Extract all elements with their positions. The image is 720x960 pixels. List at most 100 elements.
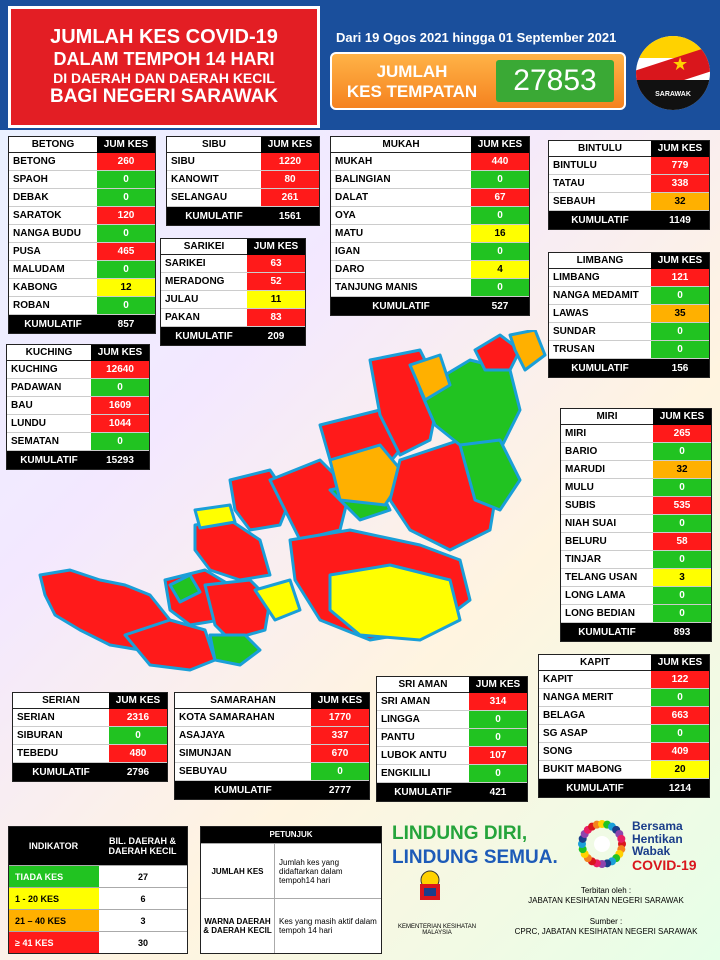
table-title: SIBU — [202, 139, 226, 150]
map-region-sriaman — [203, 578, 272, 642]
case-count: 0 — [97, 261, 155, 278]
table-row: MUKAH 440 — [331, 153, 529, 171]
kkm-label: KEMENTERIAN KESIHATAN MALAYSIA — [397, 924, 477, 936]
table-title: SAMARAHAN — [210, 695, 276, 706]
district-name: OYA — [335, 210, 356, 221]
case-count: 32 — [651, 193, 709, 210]
table-row: LUBOK ANTU 107 — [377, 747, 527, 765]
case-count: 314 — [469, 693, 527, 710]
table-title: BINTULU — [578, 143, 622, 154]
district-name: MULU — [565, 482, 594, 493]
case-count: 107 — [469, 747, 527, 764]
district-name: SPAOH — [13, 174, 48, 185]
pub-value-1: JABATAN KESIHATAN NEGERI SARAWAK — [528, 896, 684, 906]
district-name: SRI AMAN — [381, 696, 431, 707]
district-name: BALINGIAN — [335, 174, 391, 185]
case-count: 0 — [653, 587, 711, 604]
district-name: MERADONG — [165, 276, 225, 287]
district-name: MIRI — [565, 428, 587, 439]
cumulative-row: KUMULATIF 1561 — [167, 207, 319, 225]
case-count: 120 — [97, 207, 155, 224]
title-box: JUMLAH KES COVID-19 DALAM TEMPOH 14 HARI… — [8, 6, 320, 128]
case-count: 67 — [471, 189, 529, 206]
cumulative-row: KUMULATIF 1149 — [549, 211, 709, 229]
district-name: PANTU — [381, 732, 415, 743]
case-count: 0 — [471, 171, 529, 188]
case-count: 0 — [653, 515, 711, 532]
table-row: ASAJAYA 337 — [175, 727, 369, 745]
district-name: KUCHING — [11, 364, 58, 375]
district-name: LUNDU — [11, 418, 46, 429]
case-count: 58 — [653, 533, 711, 550]
case-count: 480 — [109, 745, 167, 762]
case-count: 338 — [651, 175, 709, 192]
table-row: TANJUNG MANIS 0 — [331, 279, 529, 297]
district-name: SG ASAP — [543, 728, 588, 739]
case-count: 0 — [469, 765, 527, 782]
indicator-legend: INDIKATOR BIL. DAERAH & DAERAH KECIL TIA… — [8, 826, 188, 954]
district-name: BETONG — [13, 156, 56, 167]
table-header: SERIAN JUM KES — [13, 692, 167, 709]
indicator-count: 6 — [140, 893, 146, 904]
case-count: 779 — [651, 157, 709, 174]
table-row: KAPIT 122 — [539, 671, 709, 689]
table-title: SRI AMAN — [398, 679, 448, 690]
district-name: BUKIT MABONG — [543, 764, 622, 775]
table-header: MUKAH JUM KES — [331, 136, 529, 153]
table-row: NANGA MEDAMIT 0 — [549, 287, 709, 305]
table-header: LIMBANG JUM KES — [549, 252, 709, 269]
table-row: PUSA 465 — [9, 243, 155, 261]
table-row: SEBAUH 32 — [549, 193, 709, 211]
table-row: TEBEDU 480 — [13, 745, 167, 763]
case-count: 11 — [247, 291, 305, 308]
table-row: SIMUNJAN 670 — [175, 745, 369, 763]
case-count: 265 — [653, 425, 711, 442]
total-cases-box: JUMLAH KES TEMPATAN 27853 — [330, 52, 626, 110]
district-name: SEBAUH — [553, 196, 596, 207]
indicator-row: ≥ 41 KES 30 — [9, 931, 187, 953]
table-row: SONG 409 — [539, 743, 709, 761]
district-name: KOTA SAMARAHAN — [179, 712, 275, 723]
table-row: SIBURAN 0 — [13, 727, 167, 745]
table-mukah: MUKAH JUM KES MUKAH 440 BALINGIAN 0 DALAT 67 OYA… — [330, 136, 530, 316]
table-title: SARIKEI — [183, 241, 225, 252]
indicator-legend-header: INDIKATOR BIL. DAERAH & DAERAH KECIL — [9, 827, 187, 865]
table-row: ENGKILILI 0 — [377, 765, 527, 783]
table-row: TELANG USAN 3 — [561, 569, 711, 587]
table-row: PAKAN 83 — [161, 309, 305, 327]
table-row: KOTA SAMARAHAN 1770 — [175, 709, 369, 727]
table-row: MALUDAM 0 — [9, 261, 155, 279]
indicator-label: ≥ 41 KES — [9, 932, 99, 953]
cumulative-value: 15293 — [106, 454, 134, 466]
indicator-row: TIADA KES 27 — [9, 865, 187, 887]
cumulative-value: 527 — [491, 300, 509, 312]
case-count: 0 — [651, 323, 709, 340]
district-name: LINGGA — [381, 714, 420, 725]
table-row: MATU 16 — [331, 225, 529, 243]
table-title: MIRI — [596, 411, 618, 422]
cumulative-value: 857 — [117, 318, 135, 330]
case-count: 465 — [97, 243, 155, 260]
indicator-row: 21 – 40 KES 3 — [9, 909, 187, 931]
petunjuk-title: PETUNJUK — [201, 827, 381, 843]
district-name: KANOWIT — [171, 174, 219, 185]
table-row: BALINGIAN 0 — [331, 171, 529, 189]
table-row: LINGGA 0 — [377, 711, 527, 729]
district-name: DALAT — [335, 192, 369, 203]
table-header: KAPIT JUM KES — [539, 654, 709, 671]
table-row: BELAGA 663 — [539, 707, 709, 725]
table-sarikei: SARIKEI JUM KES SARIKEI 63 MERADONG 52 JULAU 11… — [160, 238, 306, 346]
case-count: 122 — [651, 671, 709, 688]
district-name: ROBAN — [13, 300, 50, 311]
case-count: 0 — [651, 689, 709, 706]
case-count: 0 — [471, 207, 529, 224]
sarawak-flag-icon: ★ SARAWAK — [636, 36, 710, 110]
table-header: BETONG JUM KES — [9, 136, 155, 153]
petunjuk-term: JUMLAH KES — [201, 844, 275, 898]
cumulative-value: 1149 — [669, 214, 691, 226]
covid-text-3: Wabak — [632, 844, 671, 859]
slogan: LINDUNG DIRI, LINDUNG SEMUA. — [392, 822, 558, 870]
case-count: 0 — [97, 189, 155, 206]
column-header: JUM KES — [261, 136, 319, 153]
cumulative-label: KUMULATIF — [372, 300, 430, 312]
